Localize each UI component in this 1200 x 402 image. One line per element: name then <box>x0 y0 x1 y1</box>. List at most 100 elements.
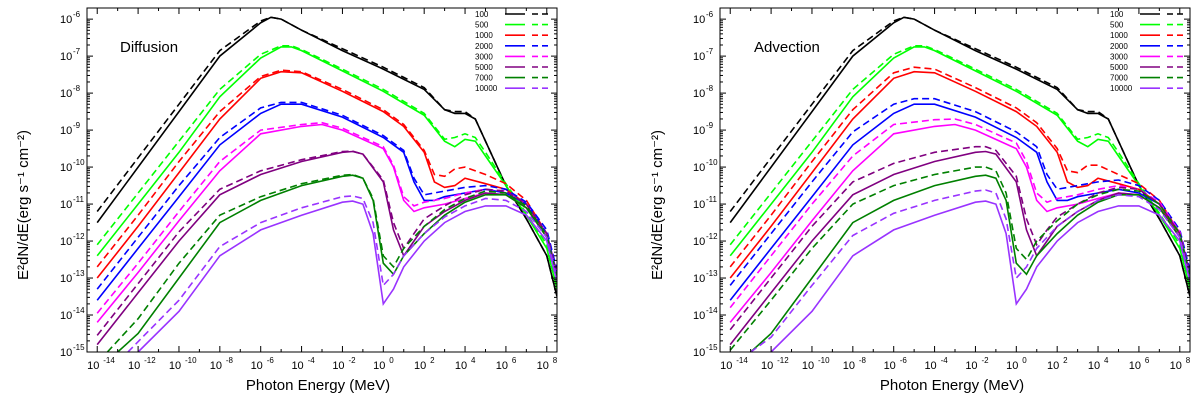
y-tick-label: 10 <box>60 14 72 26</box>
y-axis-title: E²dN/dE(erg s⁻¹ cm⁻²) <box>15 130 32 280</box>
series-2000-solid-line <box>729 103 1190 301</box>
y-tick-label: 10 <box>693 88 705 100</box>
x-tick-label-exponent: -4 <box>941 356 949 365</box>
y-tick-label-exponent: -10 <box>706 158 718 167</box>
legend-label: 3000 <box>475 52 493 61</box>
y-tick-label-exponent: -13 <box>73 269 85 278</box>
x-axis: 10 -14 10 -12 10 -10 10 -8 10 -6 10 -4 10 -2 10 0 10 2 10 4… <box>87 8 558 372</box>
legend-label: 3000 <box>1110 52 1128 61</box>
legend-label: 100 <box>475 10 489 19</box>
series-100-dashed-line <box>96 16 557 297</box>
y-tick-label: 10 <box>693 162 705 174</box>
series-3000-dashed-line <box>96 121 557 314</box>
series-1000-dashed-line <box>96 69 557 275</box>
y-tick-label: 10 <box>693 310 705 322</box>
x-tick-label: 10 <box>291 360 303 372</box>
x-tick-label: 10 <box>924 360 936 372</box>
legend-item: 3000 <box>475 52 552 61</box>
legend-label: 7000 <box>1110 74 1128 83</box>
x-tick-label-exponent: 4 <box>471 356 476 365</box>
y-tick-label: 10 <box>693 273 705 285</box>
x-tick-label: 10 <box>802 360 814 372</box>
x-tick-label: 10 <box>884 360 896 372</box>
x-tick-label-exponent: -8 <box>859 356 867 365</box>
y-tick-label: 10 <box>60 236 72 248</box>
y-tick-label-exponent: -11 <box>706 195 718 204</box>
y-tick-label: 10 <box>60 310 72 322</box>
series-7000-dashed-line <box>729 166 1190 351</box>
y-tick-label-exponent: -15 <box>73 343 85 352</box>
legend-item: 5000 <box>475 63 552 72</box>
legend-item: 2000 <box>1110 42 1187 51</box>
panel-title: Diffusion <box>120 39 178 56</box>
x-tick-label: 10 <box>720 360 732 372</box>
y-tick-label-exponent: -8 <box>73 84 81 93</box>
series-7000-dashed-line <box>106 173 557 352</box>
y-tick-label-exponent: -6 <box>706 10 714 19</box>
series-500-solid-line <box>96 46 557 290</box>
legend-label: 100 <box>1110 10 1124 19</box>
y-tick-label-exponent: -12 <box>706 232 718 241</box>
x-tick-label: 10 <box>1088 360 1100 372</box>
legend-label: 5000 <box>1110 63 1128 72</box>
legend-item: 100 <box>475 10 552 19</box>
series-2000-dashed-line <box>729 97 1190 286</box>
y-tick-label-exponent: -10 <box>73 158 85 167</box>
x-tick-label: 10 <box>537 360 549 372</box>
y-tick-label: 10 <box>60 347 72 359</box>
series-10000-solid-line <box>770 200 1190 352</box>
x-tick-label-exponent: 4 <box>1104 356 1109 365</box>
y-tick-label-exponent: -12 <box>73 232 85 241</box>
y-tick-label-exponent: -15 <box>706 343 718 352</box>
legend-label: 1000 <box>475 31 493 40</box>
x-tick-label-exponent: -2 <box>348 356 356 365</box>
y-tick-label: 10 <box>60 199 72 211</box>
y-tick-label-exponent: -6 <box>73 10 81 19</box>
plot-area <box>96 16 557 352</box>
series-10000-dashed-line <box>127 195 557 352</box>
y-tick-label-exponent: -9 <box>73 121 81 130</box>
legend-item: 10000 <box>1110 84 1187 93</box>
x-tick-label-exponent: -12 <box>777 356 789 365</box>
legend-label: 10000 <box>1110 84 1133 93</box>
y-tick-label: 10 <box>693 236 705 248</box>
panel-title: Advection <box>754 39 820 56</box>
x-tick-label-exponent: -14 <box>103 356 115 365</box>
x-tick-label-exponent: -10 <box>818 356 830 365</box>
y-axis: 10-1510-1410-1310-1210-1110-1010-910-810… <box>693 7 1190 359</box>
series-500-dashed-line <box>96 45 557 286</box>
x-axis: 10 -14 10 -12 10 -10 10 -8 10 -6 10 -4 10 -2 10 0 10 2 10 4… <box>720 8 1191 372</box>
y-tick-label: 10 <box>60 162 72 174</box>
y-tick-label: 10 <box>60 125 72 137</box>
legend-label: 5000 <box>475 63 493 72</box>
x-tick-label: 10 <box>169 360 181 372</box>
x-tick-label-exponent: -6 <box>900 356 908 365</box>
x-tick-label: 10 <box>414 360 426 372</box>
y-tick-label-exponent: -13 <box>706 269 718 278</box>
x-tick-label-exponent: 0 <box>1022 356 1027 365</box>
x-tick-label-exponent: 6 <box>512 356 517 365</box>
x-tick-label: 10 <box>1006 360 1018 372</box>
x-tick-label: 10 <box>496 360 508 372</box>
x-tick-label-exponent: 6 <box>1145 356 1150 365</box>
x-tick-label: 10 <box>251 360 263 372</box>
x-axis-title: Photon Energy (MeV) <box>246 377 390 394</box>
y-tick-label-exponent: -9 <box>706 121 714 130</box>
series-7000-solid-line <box>117 174 557 352</box>
legend-item: 1000 <box>475 31 552 40</box>
x-axis-title: Photon Energy (MeV) <box>880 377 1024 394</box>
legend-label: 1000 <box>1110 31 1128 40</box>
legend-item: 100 <box>1110 10 1187 19</box>
x-tick-label-exponent: -12 <box>144 356 156 365</box>
x-tick-label-exponent: -2 <box>981 356 989 365</box>
x-tick-label: 10 <box>1047 360 1059 372</box>
series-3000-solid-line <box>729 123 1190 323</box>
legend-item: 10000 <box>475 84 552 93</box>
series-1000-dashed-line <box>729 66 1190 275</box>
x-tick-label: 10 <box>761 360 773 372</box>
series-3000-solid-line <box>96 123 557 323</box>
x-tick-label-exponent: 2 <box>430 356 435 365</box>
x-tick-label-exponent: 0 <box>389 356 394 365</box>
series-10000-solid-line <box>137 200 557 352</box>
